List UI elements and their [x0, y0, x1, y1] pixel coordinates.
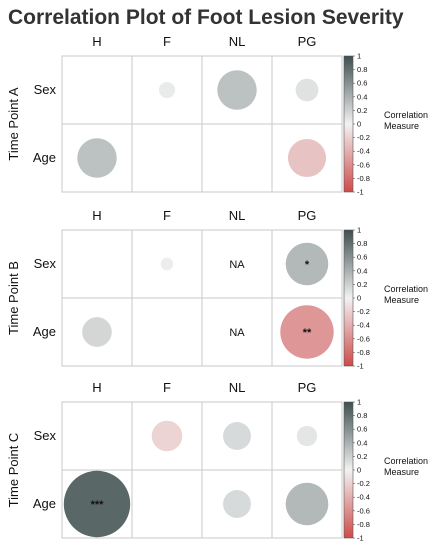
colorbar-title: Correlation: [384, 110, 428, 120]
column-label: F: [163, 208, 171, 223]
correlation-circle: [82, 317, 112, 347]
correlation-circle: [285, 482, 329, 526]
panel-label: Time Point A: [6, 87, 21, 161]
column-label: PG: [298, 34, 317, 49]
colorbar-tick-label: 1: [357, 52, 361, 61]
colorbar: [343, 55, 354, 193]
colorbar-tick-label: 0.2: [357, 106, 367, 115]
colorbar-tick-label: 0.2: [357, 280, 367, 289]
correlation-circle: [223, 490, 251, 518]
grid-cell: [131, 297, 203, 367]
colorbar-tick-label: 0: [357, 120, 361, 129]
panel-1: H F NL PG Sex Age Time Point A 1 0.8 0.6 0.4 0.2 0 -0…: [6, 34, 428, 197]
grid-cell: [61, 297, 133, 367]
significance-label: **: [303, 327, 312, 339]
colorbar-tick-label: 0.6: [357, 79, 367, 88]
colorbar-tick-label: 0: [357, 294, 361, 303]
column-label: F: [163, 34, 171, 49]
grid-cell: [201, 123, 273, 193]
colorbar-tick-label: -0.8: [357, 520, 370, 529]
grid-cell: [131, 123, 203, 193]
grid-cell: [61, 401, 133, 471]
panel-2: H F NL PG NA * NA ** Sex Age Time Point B 1 0.8 0.6 0.…: [6, 208, 428, 371]
colorbar-tick-label: -0.6: [357, 160, 370, 169]
colorbar-tick-label: 0.6: [357, 425, 367, 434]
colorbar-tick-label: 0.8: [357, 411, 367, 420]
colorbar-tick-label: 0.8: [357, 65, 367, 74]
colorbar-tick-label: -0.2: [357, 479, 370, 488]
grid-cell: [61, 229, 133, 299]
colorbar-tick-label: -0.6: [357, 506, 370, 515]
colorbar: [343, 229, 354, 367]
correlation-circle: [160, 257, 174, 271]
row-label: Age: [33, 496, 56, 511]
column-label: H: [92, 380, 101, 395]
colorbar-tick-label: 0.4: [357, 266, 367, 275]
colorbar-tick-label: 0.4: [357, 92, 367, 101]
column-label: NL: [229, 380, 246, 395]
colorbar-tick-label: -0.4: [357, 147, 370, 156]
correlation-circle: [77, 138, 117, 178]
colorbar-tick-label: 0.2: [357, 452, 367, 461]
panel-label: Time Point B: [6, 261, 21, 335]
correlation-circle: [151, 420, 183, 452]
column-label: NL: [229, 34, 246, 49]
row-label: Sex: [34, 256, 57, 271]
colorbar-tick-label: -0.4: [357, 493, 370, 502]
colorbar-tick-label: -1: [357, 188, 364, 197]
colorbar-tick-label: -0.8: [357, 348, 370, 357]
colorbar-tick-label: 1: [357, 398, 361, 407]
column-label: PG: [298, 208, 317, 223]
chart-title: Correlation Plot of Foot Lesion Severity: [8, 6, 404, 29]
colorbar-tick-label: -0.2: [357, 307, 370, 316]
correlation-circle: [287, 138, 327, 178]
column-label: NL: [229, 208, 246, 223]
correlation-circle: [158, 81, 176, 99]
row-label: Sex: [34, 428, 57, 443]
colorbar-tick-label: -0.6: [357, 334, 370, 343]
column-label: H: [92, 34, 101, 49]
colorbar-tick-label: -0.4: [357, 321, 370, 330]
na-label: NA: [229, 327, 245, 339]
row-label: Sex: [34, 82, 57, 97]
correlation-circle: [285, 242, 329, 286]
colorbar-tick-label: -1: [357, 362, 364, 371]
correlation-circle: [280, 305, 334, 359]
row-label: Age: [33, 150, 56, 165]
grid-cell: [131, 229, 203, 299]
colorbar: [343, 401, 354, 539]
colorbar-tick-label: -0.2: [357, 133, 370, 142]
colorbar-tick-label: -1: [357, 534, 364, 543]
colorbar-tick-label: 0: [357, 466, 361, 475]
grid-cell: [201, 297, 273, 367]
correlation-circle: [217, 70, 257, 110]
colorbar-tick-label: 0.8: [357, 239, 367, 248]
colorbar-tick-label: -0.8: [357, 174, 370, 183]
colorbar-tick-label: 0.4: [357, 438, 367, 447]
significance-label: *: [305, 259, 310, 271]
colorbar-tick-label: 1: [357, 226, 361, 235]
correlation-circle: [63, 470, 131, 538]
grid-cell: [61, 55, 133, 125]
colorbar-title: Measure: [384, 295, 419, 305]
correlation-circle: [296, 425, 318, 447]
correlation-circle: [223, 422, 251, 450]
column-label: F: [163, 380, 171, 395]
na-label: NA: [229, 259, 245, 271]
correlation-circle: [295, 78, 319, 102]
colorbar-tick-label: 0.6: [357, 253, 367, 262]
grid-cell: [131, 469, 203, 539]
column-label: PG: [298, 380, 317, 395]
colorbar-title: Measure: [384, 467, 419, 477]
significance-label: ***: [91, 499, 105, 511]
row-label: Age: [33, 324, 56, 339]
colorbar-title: Correlation: [384, 284, 428, 294]
panel-label: Time Point C: [6, 433, 21, 508]
colorbar-title: Correlation: [384, 456, 428, 466]
grid-cell: [201, 229, 273, 299]
column-label: H: [92, 208, 101, 223]
panel-3: H F NL PG *** Sex Age Time Point C 1 0.8 0.6 0.4 0.2…: [6, 380, 428, 543]
colorbar-title: Measure: [384, 121, 419, 131]
